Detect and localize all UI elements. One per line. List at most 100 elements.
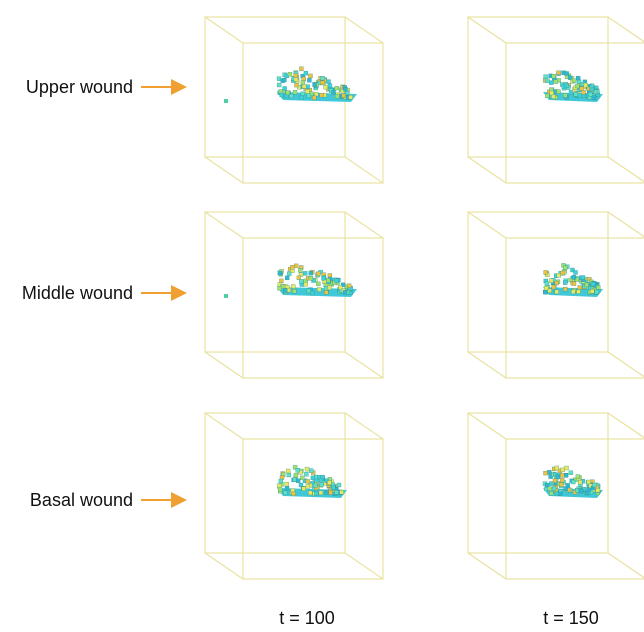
voxel — [319, 491, 323, 495]
voxel — [565, 466, 569, 470]
voxel — [312, 96, 316, 100]
voxel — [311, 291, 315, 295]
voxel — [561, 468, 565, 472]
voxel — [584, 83, 588, 87]
voxel — [549, 491, 553, 495]
cube-edge — [608, 212, 644, 238]
cube-edge — [243, 439, 383, 579]
voxel — [578, 480, 582, 484]
voxel — [290, 269, 294, 273]
voxel — [282, 78, 286, 82]
row-label: Upper wound — [26, 77, 133, 97]
voxel — [595, 290, 599, 294]
voxel — [305, 467, 309, 471]
voxel — [557, 90, 561, 94]
cube-edge — [506, 439, 644, 579]
voxel — [329, 491, 333, 495]
voxel — [572, 282, 576, 286]
voxel — [326, 278, 330, 282]
voxel — [550, 91, 554, 95]
voxel — [224, 294, 228, 298]
voxel — [316, 282, 320, 286]
voxel — [340, 490, 344, 494]
voxel — [574, 93, 578, 97]
voxel — [549, 279, 553, 283]
voxel — [301, 92, 305, 96]
voxel — [565, 84, 569, 88]
voxel — [347, 284, 351, 288]
cube-edge — [243, 238, 383, 378]
voxel — [345, 91, 349, 95]
voxel — [297, 276, 301, 280]
voxel — [306, 479, 310, 483]
voxel — [565, 72, 569, 76]
cube-edge — [205, 352, 243, 378]
voxel — [568, 76, 572, 80]
voxel — [343, 290, 347, 294]
voxel — [292, 289, 296, 293]
voxel — [287, 473, 291, 477]
voxel — [328, 84, 332, 88]
voxel — [314, 92, 318, 96]
cube-edge — [205, 553, 243, 579]
voxel — [578, 94, 582, 98]
voxel — [579, 489, 583, 493]
voxel — [290, 265, 294, 269]
voxel — [556, 475, 560, 479]
voxel — [555, 466, 559, 470]
voxel — [307, 78, 311, 82]
voxel — [294, 264, 298, 268]
cube-edge — [205, 212, 243, 238]
voxel — [547, 470, 551, 474]
cube-edge — [345, 352, 383, 378]
cube-edge — [468, 17, 506, 43]
voxel — [563, 287, 567, 291]
cube-edge — [345, 553, 383, 579]
voxel — [302, 487, 306, 491]
voxel — [313, 484, 317, 488]
voxel — [544, 75, 548, 79]
voxel — [596, 285, 600, 289]
voxel — [280, 93, 284, 97]
voxel — [327, 80, 331, 84]
voxel — [298, 268, 302, 272]
voxel — [575, 84, 579, 88]
voxel — [337, 483, 341, 487]
voxel — [317, 288, 321, 292]
voxel — [571, 480, 575, 484]
voxel — [296, 479, 300, 483]
voxel — [279, 479, 283, 483]
cube-edge — [243, 43, 383, 183]
cube-edge — [468, 157, 506, 183]
voxel — [545, 94, 549, 98]
voxel — [307, 289, 311, 293]
voxel — [564, 487, 568, 491]
cube-edge — [608, 352, 644, 378]
figure: Upper wound Middle wound Basal wound t =… — [0, 0, 644, 632]
cube-edge — [608, 553, 644, 579]
voxel — [324, 290, 328, 294]
cube-edge — [205, 17, 243, 43]
voxel — [580, 87, 584, 91]
voxel — [551, 95, 555, 99]
voxel — [283, 289, 287, 293]
voxel — [590, 87, 594, 91]
voxel — [313, 82, 317, 86]
voxel — [563, 94, 567, 98]
voxel — [331, 486, 335, 490]
voxel — [277, 83, 281, 87]
voxel — [320, 483, 324, 487]
voxel — [560, 271, 564, 275]
voxel — [285, 482, 289, 486]
voxel — [286, 469, 290, 473]
cube-edge — [205, 413, 243, 439]
voxel — [277, 484, 281, 488]
voxel — [300, 476, 304, 480]
cube-edge — [506, 238, 644, 378]
voxel — [291, 285, 295, 289]
voxel — [544, 286, 548, 290]
voxel — [560, 473, 564, 477]
voxel — [289, 94, 293, 98]
voxel — [294, 473, 298, 477]
voxel — [555, 290, 559, 294]
